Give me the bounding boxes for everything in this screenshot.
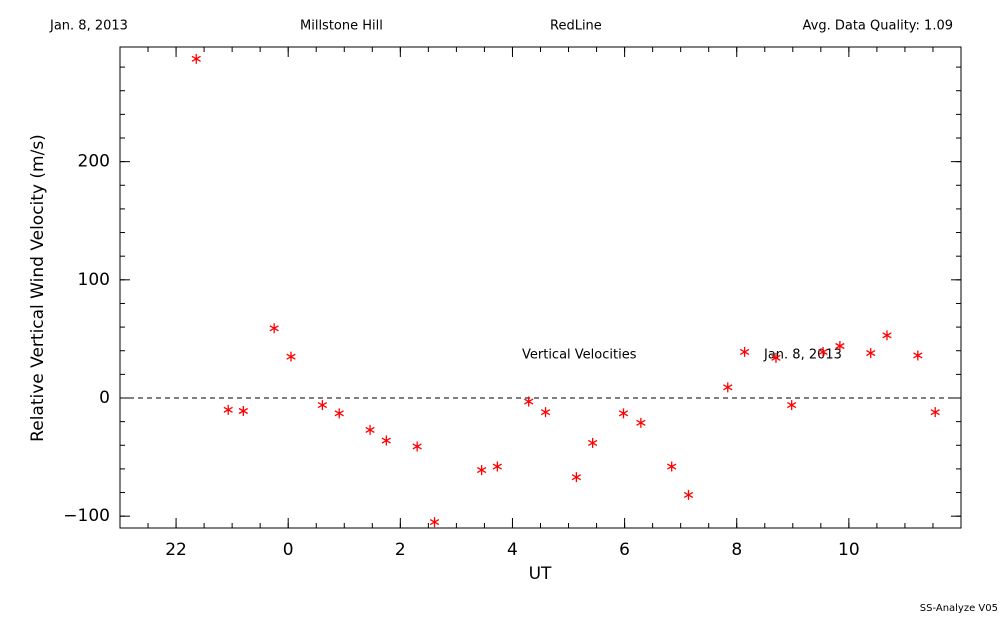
- point: [818, 346, 828, 357]
- point: [587, 437, 598, 448]
- point: [429, 517, 440, 528]
- header-date: Jan. 8, 2013: [49, 19, 128, 34]
- point: [618, 408, 629, 419]
- point: [269, 323, 279, 334]
- point: [723, 382, 733, 393]
- header-site: Millstone Hill: [300, 19, 383, 34]
- point: [882, 330, 892, 341]
- x-tick-label: 0: [283, 540, 294, 560]
- point: [667, 461, 677, 472]
- point: [317, 400, 328, 411]
- point: [223, 404, 233, 415]
- x-tick-label: 6: [619, 540, 630, 560]
- point: [476, 465, 487, 476]
- x-tick-label: 4: [507, 540, 518, 560]
- point: [571, 472, 582, 483]
- footer: SS-Analyze V05: [920, 603, 998, 614]
- x-tick-label: 10: [838, 540, 860, 560]
- x-tick-label: 2: [395, 540, 406, 560]
- point: [381, 435, 391, 446]
- point: [739, 346, 750, 357]
- point: [334, 408, 344, 419]
- point: [238, 406, 249, 416]
- point: [930, 407, 940, 418]
- y-axis-label: Relative Vertical Wind Velocity (m/s): [28, 134, 48, 442]
- point: [524, 396, 534, 407]
- x-tick-label: 22: [165, 540, 187, 560]
- x-tick-label: 8: [731, 540, 742, 560]
- point: [191, 53, 201, 64]
- header-instrument: RedLine: [550, 19, 602, 34]
- point: [492, 461, 502, 472]
- point: [636, 417, 646, 428]
- point: [286, 351, 296, 362]
- point: [365, 424, 375, 435]
- point: [835, 341, 845, 351]
- header-quality: Avg. Data Quality: 1.09: [803, 19, 953, 34]
- y-tick-label: 200: [78, 152, 110, 172]
- annotation: Vertical Velocities: [522, 348, 637, 363]
- point: [913, 350, 923, 361]
- point: [540, 407, 551, 418]
- point: [683, 489, 694, 500]
- point: [787, 400, 797, 411]
- y-tick-label: 0: [99, 388, 110, 408]
- annotation: Jan. 8, 2013: [763, 348, 842, 363]
- point: [771, 352, 781, 363]
- x-axis-label: UT: [529, 564, 552, 584]
- point: [412, 441, 422, 452]
- y-tick-label: 100: [78, 270, 110, 290]
- y-tick-label: −100: [63, 506, 110, 526]
- point: [866, 348, 876, 359]
